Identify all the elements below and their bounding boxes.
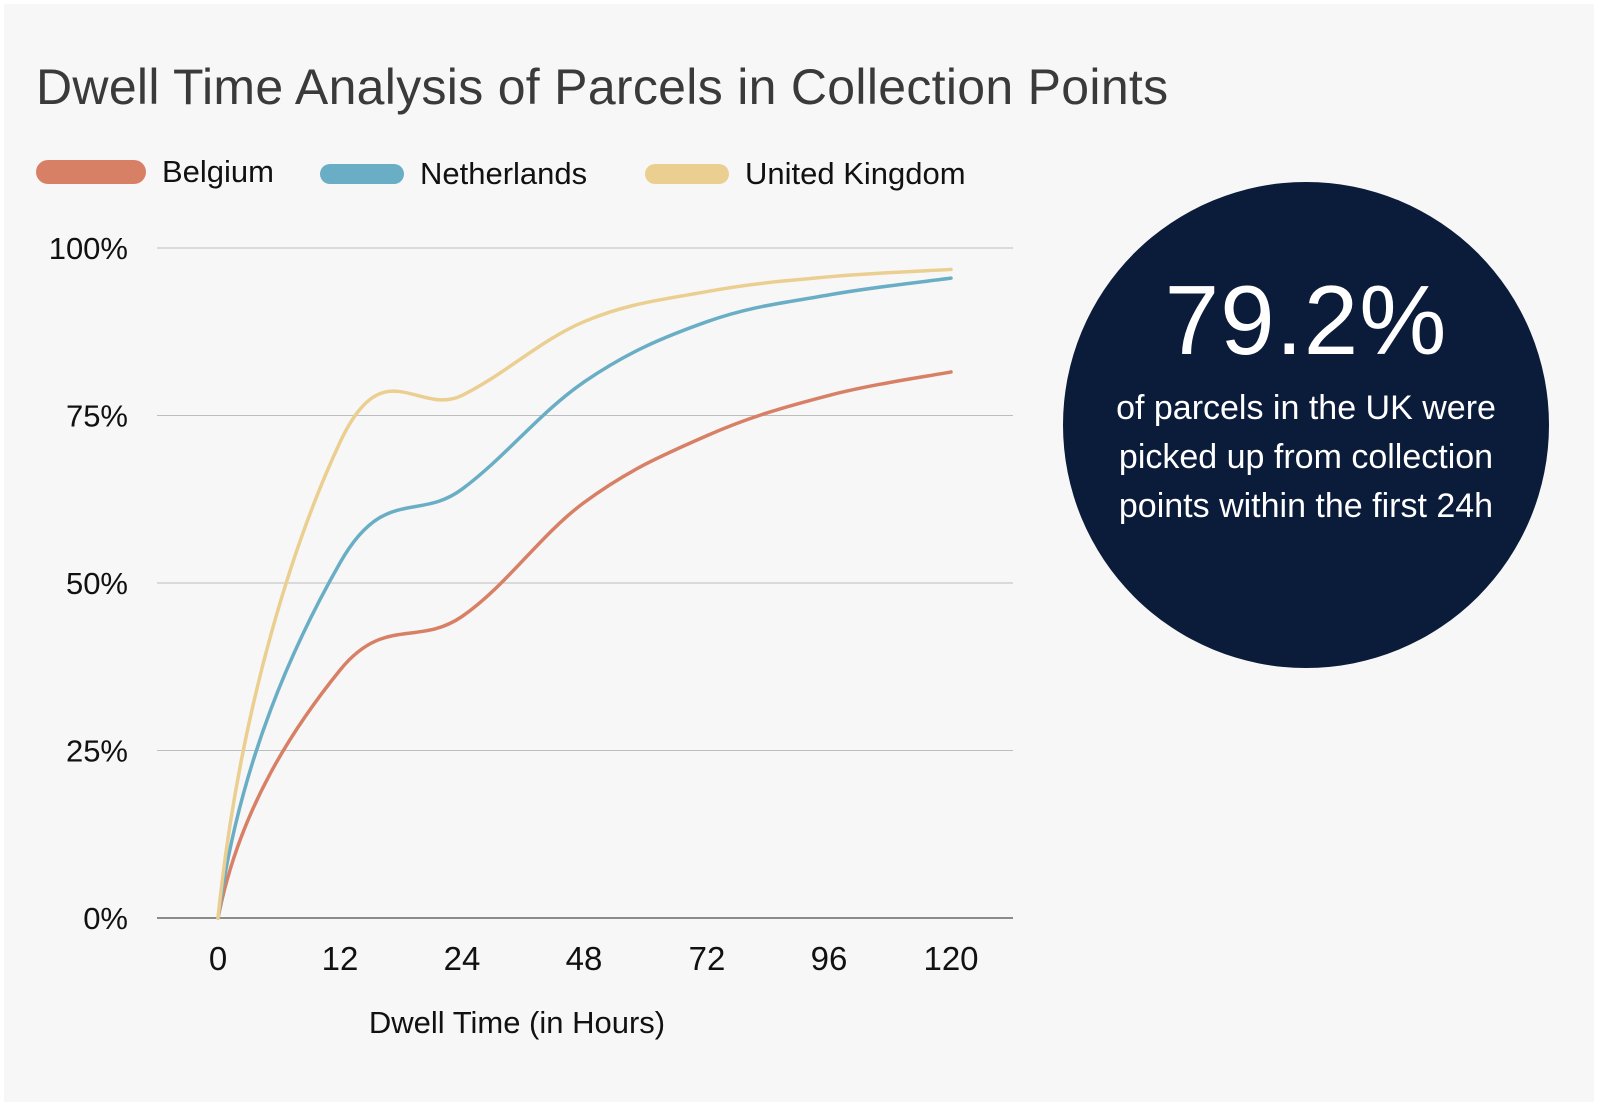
stat-callout: 79.2% of parcels in the UK were picked u…	[1063, 182, 1549, 668]
chart-title: Dwell Time Analysis of Parcels in Collec…	[36, 59, 1169, 115]
x-tick-label: 0	[209, 940, 227, 977]
legend-swatch-united-kingdom	[645, 164, 729, 184]
callout-text: of parcels in the UK were picked up from…	[1116, 389, 1496, 525]
x-tick-label: 48	[566, 940, 603, 977]
legend-label-belgium: Belgium	[162, 154, 274, 189]
y-tick-label: 50%	[66, 566, 128, 601]
x-tick-label: 120	[923, 940, 978, 977]
legend-label-united-kingdom: United Kingdom	[745, 156, 966, 191]
legend-swatch-netherlands	[320, 164, 404, 184]
legend-item-united-kingdom[interactable]: United Kingdom	[645, 154, 966, 194]
y-tick-label: 0%	[83, 901, 128, 936]
y-axis-ticks: 100% 75% 50% 25% 0%	[49, 231, 128, 936]
legend-item-belgium[interactable]: Belgium	[36, 152, 274, 192]
legend-item-netherlands[interactable]: Netherlands	[320, 154, 587, 194]
y-tick-label: 25%	[66, 734, 128, 769]
x-tick-label: 96	[811, 940, 848, 977]
data-series	[216, 267, 953, 920]
series-line-netherlands[interactable]	[216, 276, 953, 920]
series-line-united-kingdom[interactable]	[216, 267, 953, 920]
gridlines	[157, 247, 1013, 919]
x-tick-label: 12	[322, 940, 359, 977]
y-tick-label: 75%	[66, 399, 128, 434]
callout-value: 79.2%	[1164, 265, 1448, 375]
legend-label-netherlands: Netherlands	[420, 156, 588, 191]
series-line-belgium[interactable]	[216, 370, 953, 920]
x-tick-label: 72	[689, 940, 726, 977]
x-axis-label: Dwell Time (in Hours)	[369, 1005, 665, 1040]
legend-swatch-belgium	[36, 160, 146, 184]
x-tick-label: 24	[444, 940, 481, 977]
y-tick-label: 100%	[49, 231, 128, 266]
x-axis-ticks: 0 12 24 48 72 96 120	[209, 940, 979, 977]
